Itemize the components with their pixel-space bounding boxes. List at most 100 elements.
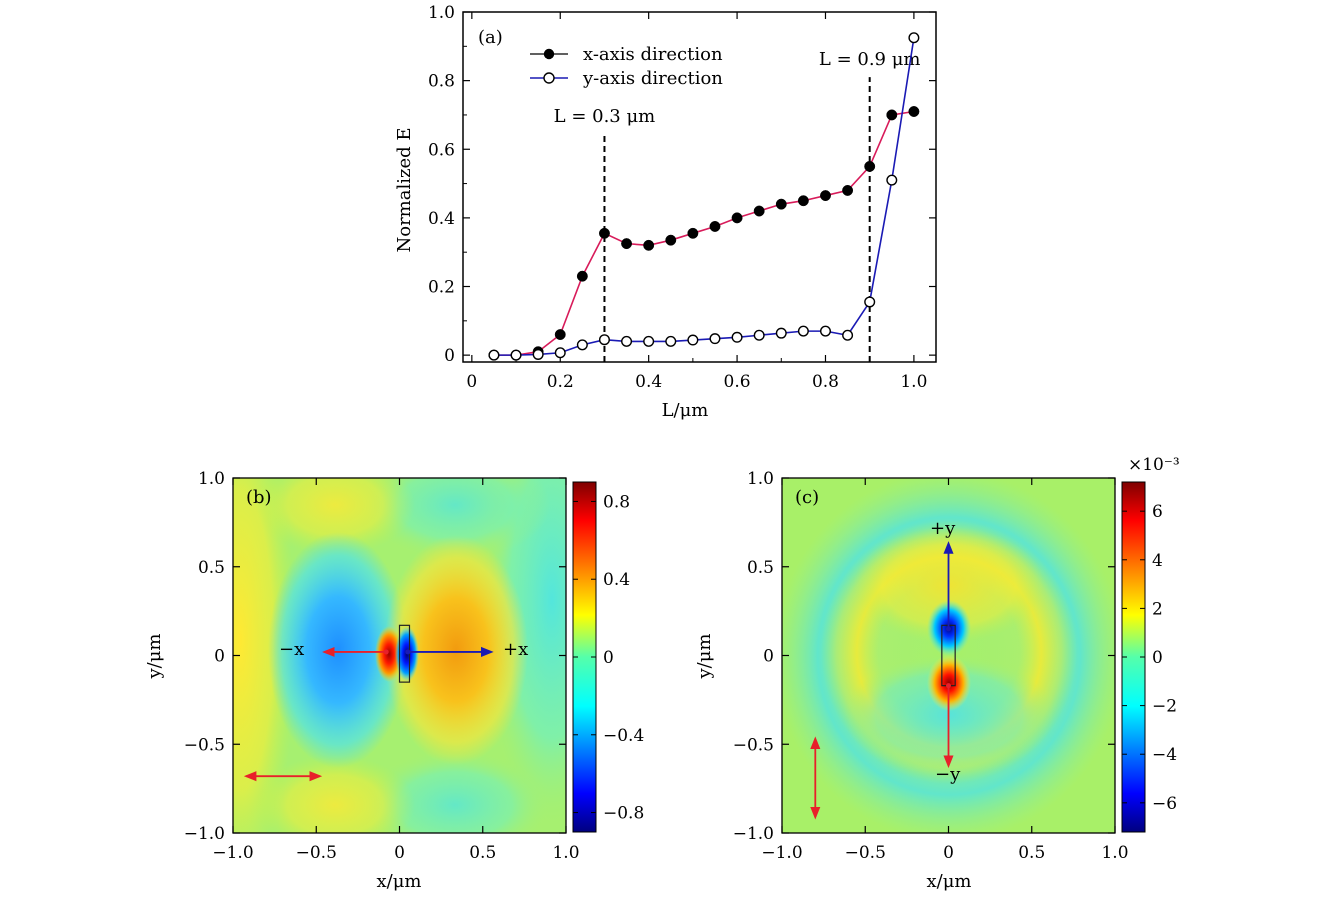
panel-b-ytick-label: 0.5 [198, 558, 225, 578]
panel-a-point-x [775, 198, 787, 210]
panel-b-ylabel: y/μm [144, 634, 165, 680]
panel-a-frame [462, 11, 937, 363]
panel-a-xtick-label: 0 [466, 372, 477, 392]
panel-a-point-x [842, 184, 854, 196]
panel-a-ytick-label: 0 [444, 346, 455, 366]
panel-a-point-y [797, 325, 809, 337]
panel-a-ylabel: Normalized E [394, 127, 415, 252]
panel-a-point-x [908, 106, 920, 117]
panel-c-ytick-label: −1.0 [733, 824, 774, 844]
panel-c-ytick-label: 0 [763, 647, 774, 667]
panel-c-colorbar-exponent: ×10⁻³ [1128, 455, 1180, 475]
panel-a-ytick-label: 0.6 [428, 140, 455, 160]
panel-a-legend: x-axis direction y-axis direction [530, 44, 723, 89]
panel-a-point-x [797, 195, 809, 207]
panel-b-xtick-label: 1.0 [552, 843, 579, 863]
panel-a-point-y [665, 335, 677, 347]
panel-c-xtick-label: 0 [943, 843, 954, 863]
panel-a-label: (a) [478, 27, 503, 48]
panel-a-ticks: 0 0.2 0.4 0.6 0.8 1.0 0 0.2 0.4 0.6 0.8 1.0 [428, 3, 936, 392]
panel-a-xtick-label: 0.2 [547, 372, 574, 392]
panel-a-point-y [908, 32, 920, 44]
panel-a-point-y [709, 333, 721, 345]
panel-c-colorbar-tick-label: 0 [1152, 648, 1163, 668]
panel-b-ytick-label: −0.5 [184, 735, 225, 755]
panel-a-point-x [731, 212, 743, 224]
panel-c-ytick-label: 0.5 [747, 558, 774, 578]
panel-c-label: (c) [795, 487, 819, 508]
panel-c-plus-label: +y [930, 518, 956, 539]
panel-a-point-y [753, 329, 765, 341]
panel-a-point-x [753, 205, 765, 217]
panel-c-colorbar-tick-label: 4 [1152, 551, 1163, 571]
panel-b-arrow-origin [383, 649, 389, 655]
panel-a-point-y [842, 329, 854, 341]
panel-b-colorbar: 0.8 0.4 0 −0.4 −0.8 [572, 481, 644, 833]
panel-a-point-y [731, 331, 743, 343]
legend-entry-y-axis: y-axis direction [530, 68, 723, 89]
panel-b-xtick-label: 0.5 [469, 843, 496, 863]
panel-a-point-y [864, 296, 876, 308]
panel-a-xtick-label: 0.4 [635, 372, 662, 392]
panel-a-vertical-markers: L = 0.3 μm L = 0.9 μm [554, 49, 921, 362]
panel-c-xtick-label: −0.5 [845, 843, 886, 863]
panel-c-arrow-origin [946, 683, 951, 689]
panel-c-arrow-origin [946, 626, 951, 632]
panel-a-point-x [621, 238, 633, 250]
legend-label-y-axis: y-axis direction [582, 68, 723, 89]
panel-c-xtick-label: 0.5 [1018, 843, 1045, 863]
panel-b-colorbar-tick-label: 0 [603, 648, 614, 668]
panel-b-arrow-origin [405, 649, 411, 655]
panel-b-xtick-label: −0.5 [296, 843, 337, 863]
panel-a-point-y [621, 335, 633, 347]
panel-a-point-y [687, 334, 699, 346]
panel-c-overlay [810, 541, 956, 820]
panel-a-point-y [554, 347, 566, 359]
panel-a-point-x [687, 227, 699, 239]
panel-b-label: (b) [246, 487, 272, 508]
panel-a-point-y [510, 349, 522, 361]
panel-a-xtick-label: 0.8 [812, 372, 839, 392]
panel-c-heatmap: −1.0 −0.5 0 0.5 1.0 1.0 0.5 0 −0.5 −1.0 (c) +y −y… [694, 455, 1180, 892]
panel-a-marker-label: L = 0.3 μm [554, 106, 656, 127]
panel-c-xtick-label: 1.0 [1101, 843, 1128, 863]
panel-b-ytick-label: −1.0 [184, 824, 225, 844]
panel-a-point-x [820, 190, 831, 202]
panel-a-point-x [864, 160, 876, 172]
panel-b-xlabel: x/μm [377, 871, 422, 892]
panel-c-colorbar: 6 4 2 0 −2 −4 −6 ×10⁻³ [1121, 455, 1180, 833]
panel-a-point-y [576, 339, 588, 351]
panel-b-plus-label: +x [503, 639, 528, 660]
panel-a-xtick-label: 0.6 [724, 372, 751, 392]
panel-a-point-y [598, 334, 610, 346]
panel-b-ticks: −1.0 −0.5 0 0.5 1.0 1.0 0.5 0 −0.5 −1.0 [184, 469, 580, 863]
panel-c-ytick-label: −0.5 [733, 735, 774, 755]
panel-b-xtick-label: 0 [394, 843, 405, 863]
panel-b-heatmap: −1.0 −0.5 0 0.5 1.0 1.0 0.5 0 −0.5 −1.0 (b) +x −x… [144, 469, 644, 892]
panel-b-overlay [243, 624, 494, 782]
panel-a-point-x [643, 239, 655, 251]
panel-a-point-y [532, 348, 544, 360]
panel-a-point-y [488, 349, 500, 361]
panel-c-colorbar-tick-label: −2 [1152, 697, 1177, 717]
panel-c-colorbar-ticks: 6 4 2 0 −2 −4 −6 [1122, 502, 1177, 814]
panel-c-colorbar-tick-label: −6 [1152, 794, 1177, 814]
panel-c-xlabel: x/μm [927, 871, 972, 892]
panel-c-ticks: −1.0 −0.5 0 0.5 1.0 1.0 0.5 0 −0.5 −1.0 [733, 469, 1129, 863]
panel-b-xtick-label: −1.0 [212, 843, 253, 863]
panel-a-point-y [819, 325, 831, 337]
panel-b-colorbar-tick-label: −0.4 [603, 726, 644, 746]
panel-c-ytick-label: 1.0 [747, 469, 774, 489]
panel-b-colorbar-tick-label: 0.8 [603, 492, 630, 512]
panel-a-xlabel: L/μm [662, 400, 709, 421]
panel-a-marker-label: L = 0.9 μm [819, 49, 921, 70]
panel-a-point-y [886, 174, 898, 186]
panel-a-point-y [775, 327, 787, 339]
panel-b-colorbar-tick-label: −0.8 [603, 804, 644, 824]
legend-entry-x-axis: x-axis direction [530, 44, 723, 65]
panel-a-xtick-label: 1.0 [900, 372, 927, 392]
panel-a-series [488, 32, 920, 361]
panel-a-point-x [886, 109, 898, 121]
panel-a-ytick-label: 0.8 [428, 72, 455, 92]
